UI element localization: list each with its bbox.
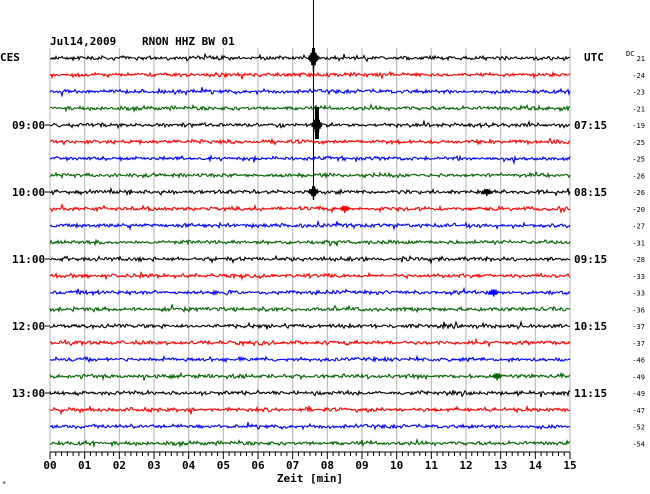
x-tick-label: 15 <box>563 459 576 472</box>
trace-row-6 <box>49 154 571 166</box>
trace-row-12 <box>49 254 571 265</box>
trace-row-22 <box>49 422 571 431</box>
right-time-label: 11:15 <box>574 387 607 400</box>
dc-label: DC <box>626 50 634 58</box>
trace-row-19 <box>49 371 571 382</box>
event-burst <box>314 107 319 139</box>
seismic-traces <box>49 52 571 448</box>
left-time-labels: 09:00 10:00 11:00 12:00 13:00 <box>12 119 50 400</box>
x-tick-label: 13 <box>494 459 507 472</box>
trace-row-16 <box>49 319 571 331</box>
event-mark-4 <box>481 187 493 197</box>
station-label: RNON HHZ BW 01 <box>142 35 235 48</box>
dc-offset-value: -27 <box>632 223 645 231</box>
right-timezone-label: UTC <box>584 51 604 64</box>
dc-offset-value: -36 <box>632 306 645 314</box>
trace-row-20 <box>49 389 571 398</box>
x-tick-label: 12 <box>459 459 472 472</box>
trace-row-14 <box>49 286 571 297</box>
dc-offset-value: -28 <box>632 256 645 264</box>
trace-row-21 <box>49 404 571 416</box>
x-tick-label: 14 <box>529 459 543 472</box>
right-time-label: 09:15 <box>574 253 607 266</box>
left-time-label: 10:00 <box>12 186 45 199</box>
trace-row-23 <box>49 437 571 448</box>
right-time-label: 10:15 <box>574 320 607 333</box>
dc-offset-values: 21 -24 -23 -21 -19 -25 -25 -26 -26 -20 -27 -31 -28 -3… <box>632 55 645 448</box>
dc-offset-value: -49 <box>632 390 645 398</box>
dc-offset-value: -23 <box>632 89 645 97</box>
dc-offset-value: -37 <box>632 323 645 331</box>
trace-row-10 <box>49 219 571 232</box>
left-time-label: 11:00 <box>12 253 45 266</box>
left-timezone-label: CES <box>0 51 20 64</box>
trace-row-3 <box>49 102 571 113</box>
dc-offset-value: -25 <box>632 156 645 164</box>
trace-row-13 <box>49 271 571 282</box>
dc-offset-value: 21 <box>637 55 645 63</box>
trace-row-18 <box>49 354 571 364</box>
event-mark-6 <box>491 372 503 381</box>
x-tick-label: 04 <box>182 459 196 472</box>
dc-offset-value: -20 <box>632 206 645 214</box>
dc-offset-value: -33 <box>632 290 645 298</box>
right-time-label: 08:15 <box>574 186 607 199</box>
dc-offset-value: -37 <box>632 340 645 348</box>
trace-row-15 <box>49 304 571 314</box>
x-tick-label: 06 <box>251 459 265 472</box>
x-tick-label: 11 <box>425 459 439 472</box>
left-time-label: 12:00 <box>12 320 45 333</box>
dc-offset-value: -54 <box>632 440 645 448</box>
corner-mark: * <box>2 480 6 488</box>
x-axis: 00 01 02 03 04 05 06 07 08 09 10 11 12 13 14 15 <box>43 451 577 472</box>
x-tick-label: 03 <box>147 459 160 472</box>
event-marks <box>308 0 503 381</box>
dc-offset-value: -19 <box>632 122 645 130</box>
trace-row-11 <box>49 238 571 247</box>
trace-row-5 <box>49 137 571 146</box>
dc-offset-value: -25 <box>632 139 645 147</box>
x-tick-label: 09 <box>355 459 368 472</box>
left-time-label: 09:00 <box>12 119 45 132</box>
trace-row-7 <box>49 170 571 180</box>
x-tick-label: 10 <box>390 459 403 472</box>
trace-row-9 <box>49 202 571 215</box>
trace-row-2 <box>49 87 571 98</box>
dc-offset-value: -46 <box>632 357 645 365</box>
x-tick-label: 07 <box>286 459 299 472</box>
event-mark-5 <box>488 288 500 297</box>
dc-offset-value: -52 <box>632 424 645 432</box>
dc-offset-value: -31 <box>632 239 645 247</box>
x-tick-label: 01 <box>78 459 92 472</box>
dc-offset-value: -49 <box>632 373 645 381</box>
dc-offset-value: -24 <box>632 72 645 80</box>
x-tick-label: 00 <box>43 459 56 472</box>
x-tick-label: 08 <box>321 459 334 472</box>
trace-row-4 <box>49 119 571 130</box>
dc-offset-value: -33 <box>632 273 645 281</box>
x-axis-label: Zeit [min] <box>277 472 343 485</box>
dc-offset-value: -47 <box>632 407 645 415</box>
dc-offset-value: -21 <box>632 105 645 113</box>
dc-offset-value: -26 <box>632 172 645 180</box>
right-time-label: 07:15 <box>574 119 607 132</box>
trace-row-17 <box>49 337 571 348</box>
trace-row-1 <box>49 70 571 80</box>
right-time-labels: 07:15 08:15 09:15 10:15 11:15 <box>574 119 607 400</box>
x-tick-label: 02 <box>113 459 126 472</box>
event-mark-3 <box>339 204 351 213</box>
event-mark-2 <box>308 186 319 201</box>
x-tick-label: 05 <box>217 459 230 472</box>
date-label: Jul14,2009 <box>50 35 116 48</box>
left-time-label: 13:00 <box>12 387 45 400</box>
minute-grid <box>49 48 571 452</box>
dc-offset-value: -26 <box>632 189 645 197</box>
